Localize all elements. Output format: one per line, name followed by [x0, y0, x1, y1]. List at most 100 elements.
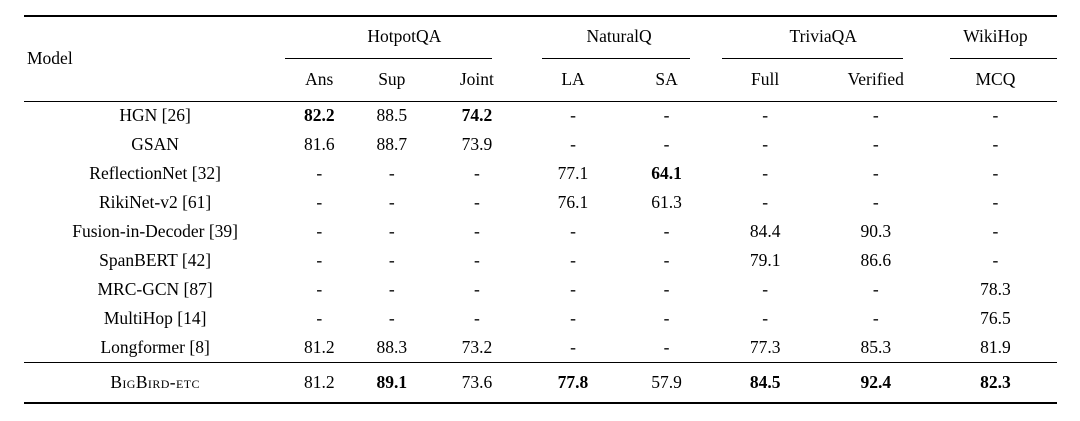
sub-header-row: Ans Sup Joint LA SA Full Verified MCQ — [24, 59, 1057, 102]
group-label: WikiHop — [963, 25, 1028, 46]
table-row: Longformer [8] 81.2 88.3 73.2 - - 77.3 8… — [24, 333, 1057, 362]
value-cell: - — [570, 134, 576, 154]
model-name-cell: ReflectionNet [32] — [89, 163, 221, 183]
value-cell: 81.2 — [303, 371, 335, 392]
model-name-cell: MultiHop [14] — [103, 308, 207, 328]
value-cell: - — [388, 279, 395, 299]
group-wrap: NaturalQ — [525, 17, 712, 59]
value-cell: - — [316, 308, 323, 328]
value-cell: - — [473, 308, 480, 328]
table-row: SpanBERT [42] - - - - - 79.1 86.6 - — [24, 246, 1057, 275]
value-cell: 84.5 — [749, 371, 781, 392]
value-cell: - — [872, 279, 879, 299]
value-cell: - — [388, 221, 395, 241]
value-cell: - — [388, 250, 395, 270]
value-cell: - — [316, 250, 323, 270]
value-cell: - — [762, 163, 769, 183]
value-cell: - — [992, 221, 999, 241]
value-cell: 88.5 — [376, 105, 408, 126]
value-cell: 73.2 — [461, 336, 493, 357]
col-header-mcq: MCQ — [933, 59, 1057, 102]
value-cell: - — [570, 279, 576, 299]
table-row: RikiNet-v2 [61] - - - 76.1 61.3 - - - — [24, 188, 1057, 217]
model-name-cell: Longformer [8] — [100, 336, 210, 357]
highlight-row-section: BigBird-etc 81.2 89.1 73.6 77.8 57.9 84.… — [24, 362, 1057, 403]
group-label: HotpotQA — [367, 25, 442, 46]
group-header-row: Model HotpotQA NaturalQ TriviaQA — [24, 16, 1057, 102]
value-cell: - — [473, 221, 480, 241]
value-cell: - — [388, 308, 395, 328]
value-cell: - — [570, 308, 576, 328]
value-cell: 88.7 — [376, 134, 408, 154]
group-wrap: HotpotQA — [283, 17, 525, 59]
value-cell: - — [992, 105, 999, 126]
value-cell: 85.3 — [860, 336, 892, 357]
value-cell: - — [316, 192, 323, 212]
value-cell: 64.1 — [651, 163, 682, 183]
value-cell: 81.2 — [303, 336, 335, 357]
value-cell: - — [663, 250, 670, 270]
value-cell: - — [663, 279, 670, 299]
col-header-model: Model — [24, 16, 284, 102]
model-name-cell: Fusion-in-Decoder [39] — [72, 221, 238, 241]
value-cell: 89.1 — [376, 371, 408, 392]
group-underline — [949, 58, 1057, 59]
value-cell: 82.2 — [303, 105, 335, 126]
value-cell: - — [570, 221, 576, 241]
value-cell: - — [762, 105, 769, 126]
table-row: GSAN 81.6 88.7 73.9 - - - - - — [24, 130, 1057, 159]
value-cell: 77.1 — [557, 163, 589, 183]
col-header-ans: Ans — [283, 59, 356, 102]
value-cell: - — [473, 163, 480, 183]
value-cell: 90.3 — [860, 221, 892, 241]
value-cell: 73.6 — [461, 371, 493, 392]
value-cell: 82.3 — [980, 371, 1011, 392]
col-header-full: Full — [712, 59, 818, 102]
value-cell: - — [316, 163, 323, 183]
value-cell: 92.4 — [860, 371, 892, 392]
value-cell: 79.1 — [749, 250, 781, 270]
group-underline — [542, 58, 690, 59]
value-cell: 88.3 — [376, 336, 408, 357]
value-cell: 61.3 — [651, 192, 682, 212]
value-cell: - — [762, 308, 769, 328]
value-cell: - — [992, 250, 999, 270]
value-cell: - — [663, 336, 670, 357]
value-cell: 57.9 — [651, 371, 682, 392]
col-header-la: LA — [525, 59, 621, 102]
value-cell: - — [872, 163, 879, 183]
value-cell: 78.3 — [980, 279, 1011, 299]
value-cell: 81.6 — [303, 134, 335, 154]
value-cell: 76.5 — [980, 308, 1011, 328]
value-cell: 77.3 — [749, 336, 781, 357]
value-cell: - — [992, 192, 999, 212]
model-name-cell: RikiNet-v2 [61] — [98, 192, 212, 212]
table-row-bigbird: BigBird-etc 81.2 89.1 73.6 77.8 57.9 84.… — [24, 362, 1057, 403]
col-header-sa: SA — [620, 59, 713, 102]
group-underline — [285, 58, 493, 59]
value-cell: 76.1 — [557, 192, 589, 212]
value-cell: - — [473, 192, 480, 212]
table-row: HGN [26] 82.2 88.5 74.2 - - - - - — [24, 101, 1057, 130]
value-cell: - — [872, 134, 879, 154]
model-name-cell: BigBird-etc — [110, 371, 200, 392]
model-name-cell: MRC-GCN [87] — [97, 279, 213, 299]
value-cell: - — [570, 336, 576, 357]
model-name-cell: HGN [26] — [119, 105, 191, 126]
value-cell: 84.4 — [749, 221, 781, 241]
value-cell: - — [663, 105, 670, 126]
value-cell: - — [570, 250, 576, 270]
group-wrap: TriviaQA — [713, 17, 934, 59]
value-cell: - — [992, 163, 999, 183]
value-cell: - — [762, 134, 769, 154]
group-header-wikihop: WikiHop — [934, 16, 1057, 59]
value-cell: - — [473, 279, 480, 299]
group-header-triviaqa: TriviaQA — [713, 16, 934, 59]
table-row: MRC-GCN [87] - - - - - - - 78.3 — [24, 275, 1057, 304]
results-table: Model HotpotQA NaturalQ TriviaQA — [24, 15, 1057, 404]
value-cell: - — [762, 279, 769, 299]
value-cell: 81.9 — [980, 336, 1011, 357]
value-cell: 74.2 — [461, 105, 493, 126]
table-row: MultiHop [14] - - - - - - - 76.5 — [24, 304, 1057, 333]
col-header-sup: Sup — [355, 59, 429, 102]
